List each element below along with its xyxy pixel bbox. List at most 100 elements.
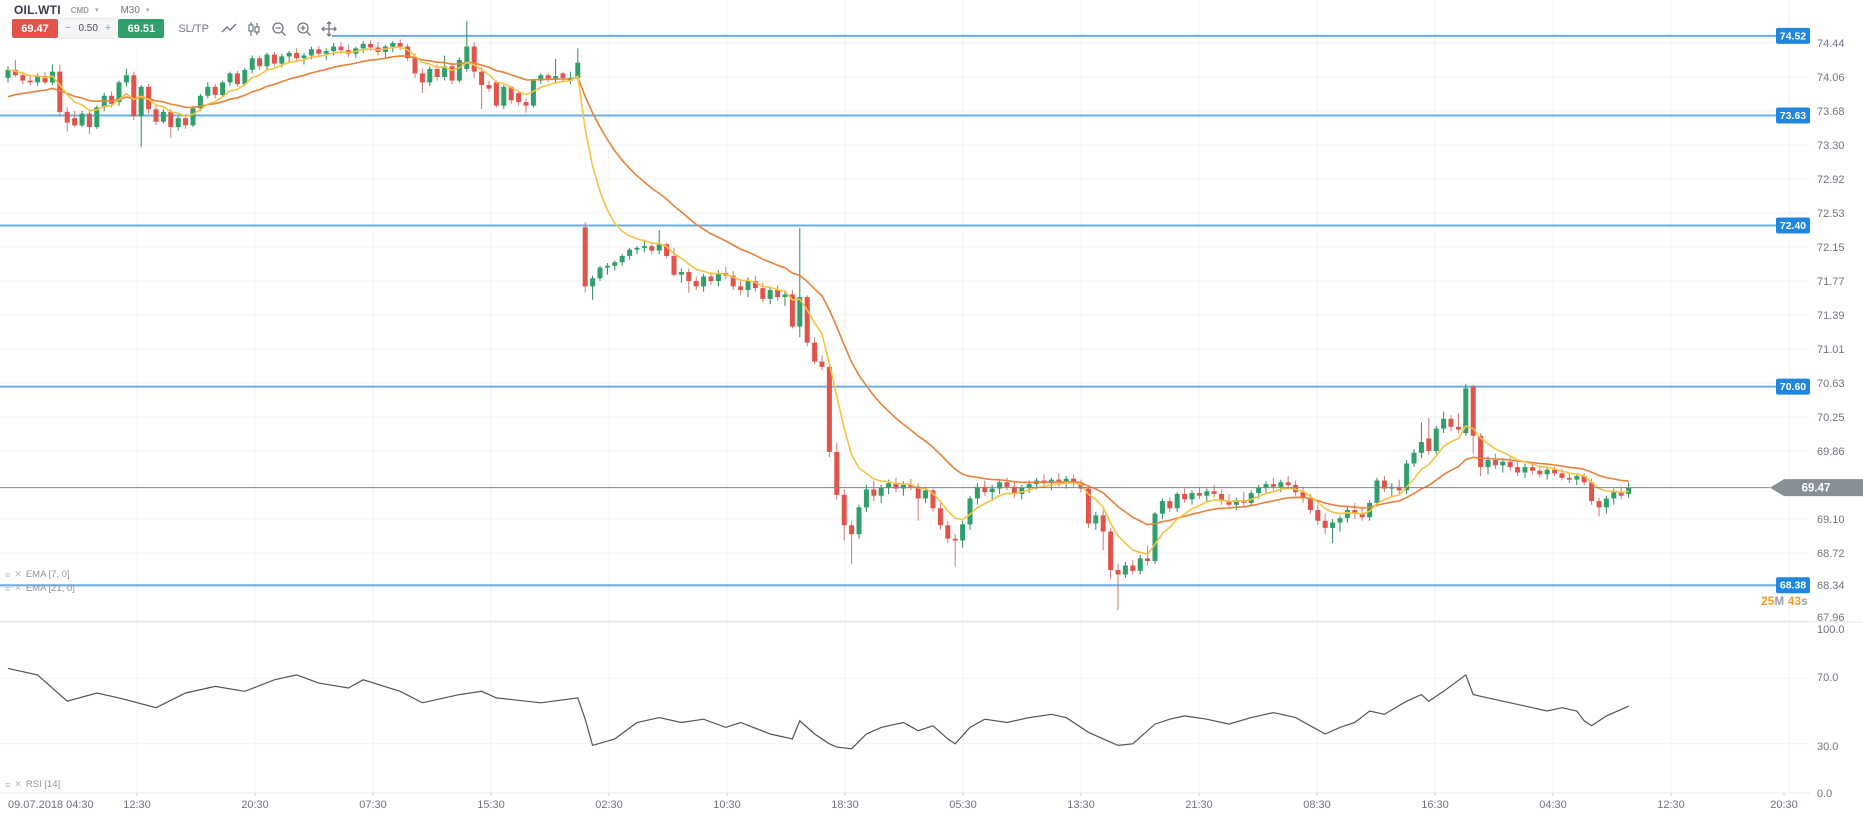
- price-level-badge-text: 68.38: [1780, 580, 1806, 592]
- chevron-down-icon[interactable]: ▾: [145, 7, 150, 14]
- instrument-row: OIL.WTI CMD ▾ M30 ▾: [14, 3, 149, 17]
- price-level-badge[interactable]: [1776, 27, 1810, 44]
- candle-body: [64, 111, 70, 123]
- plus-button[interactable]: +: [104, 22, 112, 34]
- candle-body: [1196, 493, 1202, 496]
- candle-body: [427, 68, 433, 83]
- candlestick-type-icon[interactable]: [246, 21, 262, 37]
- candle-body: [1478, 435, 1484, 468]
- price-level-badge[interactable]: [1776, 378, 1810, 395]
- time-axis-label: 10:30: [713, 799, 741, 811]
- price-axis-label: 71.01: [1817, 344, 1845, 356]
- candle-body: [1204, 491, 1210, 496]
- menu-icon[interactable]: ≡: [5, 779, 11, 790]
- candle-body: [715, 272, 721, 281]
- price-axis-label: 67.96: [1817, 612, 1845, 624]
- candle-body: [168, 111, 174, 128]
- trendline-tool-icon[interactable]: [221, 21, 237, 37]
- candle-body: [1159, 501, 1165, 514]
- candle-body: [1492, 459, 1498, 466]
- candle-body: [1248, 493, 1254, 503]
- price-axis-label: 71.39: [1817, 310, 1845, 322]
- ema-slow-label: EMA [21, 0]: [25, 583, 75, 594]
- price-axis-label: 72.53: [1817, 208, 1845, 220]
- candle-body: [767, 289, 773, 299]
- price-axis-label: 30.0: [1817, 741, 1838, 753]
- candle-body: [1211, 491, 1217, 494]
- candle-body: [1618, 492, 1624, 496]
- close-icon[interactable]: ✕: [14, 583, 22, 593]
- candle-body: [1411, 452, 1417, 464]
- price-axis-label: 69.86: [1817, 446, 1845, 458]
- market-label[interactable]: CMD: [70, 5, 89, 15]
- candle-body: [553, 76, 559, 79]
- timeframe-select[interactable]: M30: [120, 4, 140, 16]
- candle-body: [1152, 513, 1158, 562]
- time-axis-label: 18:30: [831, 799, 859, 811]
- time-axis-label: 12:30: [123, 799, 151, 811]
- candle-body: [664, 244, 670, 256]
- candle-body: [538, 75, 544, 81]
- candle-body: [752, 281, 758, 289]
- candle-body: [479, 71, 485, 86]
- candle-body: [678, 272, 684, 275]
- candle-body: [1500, 461, 1506, 466]
- candle-body: [1404, 463, 1410, 491]
- order-ticket: 69.47 − 0.50 + 69.51 SL/TP: [12, 18, 337, 39]
- time-axis-label: 08:30: [1303, 799, 1331, 811]
- price-axis-label: 72.15: [1817, 242, 1845, 254]
- candle-body: [1433, 428, 1439, 451]
- bar-countdown: 25M 43s: [1761, 596, 1808, 608]
- candle-body: [745, 281, 751, 290]
- time-axis-label: 13:30: [1067, 799, 1095, 811]
- candle-body: [471, 46, 477, 72]
- sltp-button[interactable]: SL/TP: [178, 22, 209, 35]
- countdown-minutes: 25: [1761, 596, 1775, 608]
- sell-button[interactable]: 69.47: [12, 19, 58, 38]
- candle-body: [1330, 522, 1336, 528]
- rsi-line: [7, 667, 1629, 750]
- ema-fast-label: EMA [7, 0]: [25, 569, 70, 580]
- ema-slow-legend: ≡ ✕ EMA [21, 0]: [5, 583, 75, 594]
- candle-body: [1537, 470, 1543, 475]
- close-icon[interactable]: ✕: [14, 569, 22, 579]
- close-icon[interactable]: ✕: [14, 779, 22, 789]
- volume-value[interactable]: 0.50: [78, 23, 98, 34]
- candle-body: [597, 267, 603, 279]
- candle-body: [434, 68, 440, 77]
- candle-body: [760, 288, 766, 299]
- candle-body: [782, 294, 788, 298]
- candle-body: [886, 483, 892, 488]
- price-level-badge[interactable]: [1776, 107, 1810, 124]
- buy-button[interactable]: 69.51: [118, 19, 165, 38]
- candle-body: [878, 487, 884, 496]
- time-axis-label: 16:30: [1421, 799, 1449, 811]
- price-level-badge[interactable]: [1776, 577, 1810, 594]
- candle-body: [1226, 501, 1232, 505]
- zoom-out-icon[interactable]: [271, 21, 287, 37]
- candle-body: [197, 95, 203, 109]
- candle-body: [316, 49, 322, 54]
- minus-button[interactable]: −: [65, 22, 72, 34]
- ema-slow-line: [7, 55, 1629, 526]
- candle-body: [331, 46, 337, 52]
- price-level-badge[interactable]: [1776, 217, 1810, 234]
- candle-body: [183, 118, 189, 126]
- time-axis-label: 02:30: [595, 799, 623, 811]
- zoom-in-icon[interactable]: [296, 21, 312, 37]
- chevron-down-icon[interactable]: ▾: [94, 7, 99, 14]
- candle-body: [893, 483, 899, 489]
- candle-body: [1448, 418, 1454, 427]
- menu-icon[interactable]: ≡: [5, 569, 11, 580]
- candle-body: [649, 246, 655, 251]
- candle-body: [1559, 473, 1565, 478]
- candle-body: [841, 494, 847, 526]
- pan-move-icon[interactable]: [321, 20, 337, 37]
- candle-body: [819, 361, 825, 367]
- menu-icon[interactable]: ≡: [5, 583, 11, 594]
- candle-body: [1515, 467, 1521, 473]
- candle-body: [967, 498, 973, 525]
- candle-body: [656, 244, 662, 251]
